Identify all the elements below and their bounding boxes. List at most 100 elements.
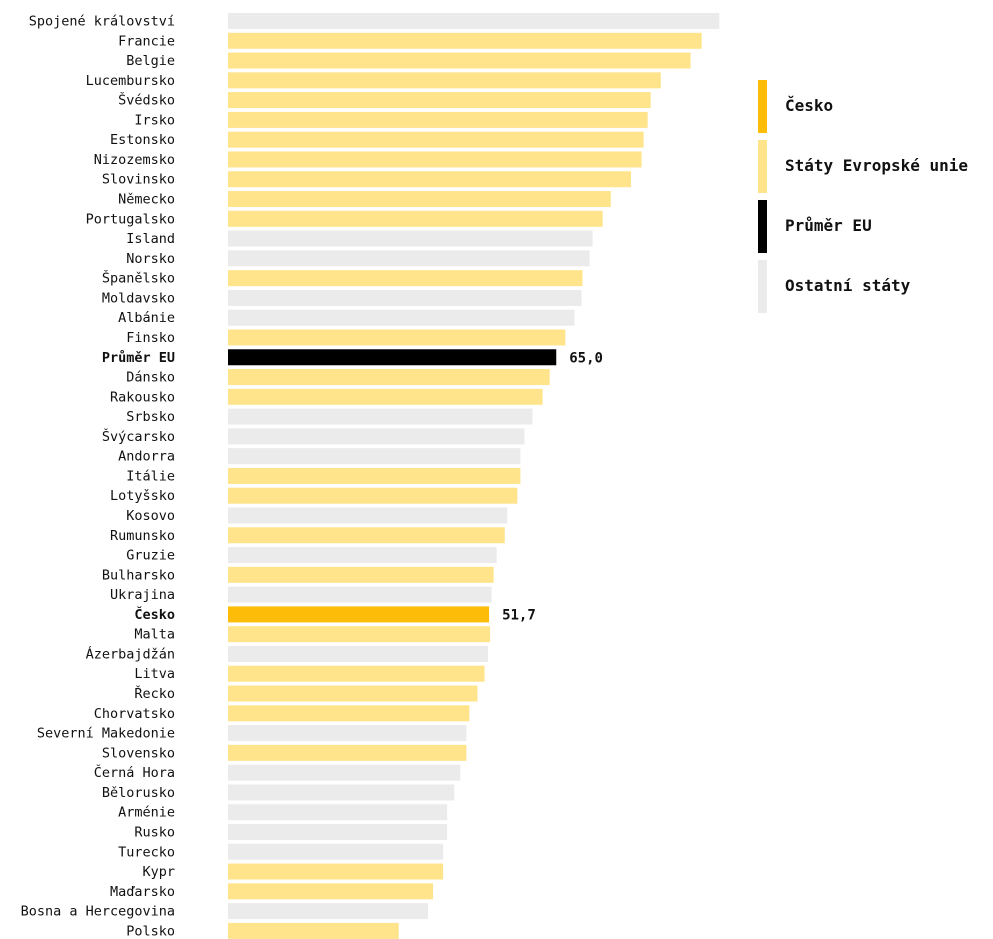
category-label-spanelsko: Španělsko bbox=[102, 269, 175, 287]
category-label-litva: Litva bbox=[134, 666, 175, 682]
bar-nizozemsko bbox=[228, 151, 642, 168]
category-label-cerna-hora: Černá Hora bbox=[94, 763, 175, 781]
bar-albanie bbox=[228, 309, 575, 326]
bar-polsko bbox=[228, 922, 399, 939]
legend-item-eu: Státy Evropské unie bbox=[758, 140, 988, 193]
legend-label-cesko: Česko bbox=[785, 96, 834, 115]
bar-slovensko bbox=[228, 744, 467, 761]
category-labels: Spojené království Francie Belgie Lucemburs… bbox=[21, 14, 175, 939]
category-label-rakousko: Rakousko bbox=[110, 389, 175, 405]
category-label-slovensko: Slovensko bbox=[102, 745, 175, 761]
bar-island bbox=[228, 230, 593, 247]
category-label-francie: Francie bbox=[118, 33, 175, 49]
bar-madarsko bbox=[228, 883, 434, 900]
category-label-irsko: Irsko bbox=[134, 112, 175, 128]
category-label-andorra: Andorra bbox=[118, 449, 175, 465]
legend-swatch-eu bbox=[758, 140, 767, 193]
bar-francie bbox=[228, 32, 702, 49]
legend-label-eu-average: Průměr EU bbox=[785, 216, 872, 235]
bar-cerna-hora bbox=[228, 764, 461, 781]
bar-norsko bbox=[228, 250, 590, 267]
category-label-prumer-eu: Průměr EU bbox=[102, 349, 175, 366]
category-label-kypr: Kypr bbox=[142, 864, 175, 880]
bar-azerbajdzan bbox=[228, 645, 489, 662]
legend-item-cesko: Česko bbox=[758, 80, 988, 133]
bar-irsko bbox=[228, 111, 648, 128]
value-labels: 65,0 51,7 bbox=[502, 350, 603, 623]
bars bbox=[228, 13, 720, 939]
category-label-rumunsko: Rumunsko bbox=[110, 528, 175, 544]
category-label-portugalsko: Portugalsko bbox=[86, 211, 175, 227]
category-label-chorvatsko: Chorvatsko bbox=[94, 706, 175, 722]
category-label-lucembursko: Lucembursko bbox=[86, 73, 175, 89]
legend-item-other: Ostatní státy bbox=[758, 260, 988, 313]
bar-kypr bbox=[228, 863, 444, 880]
bar-prumer-eu bbox=[228, 349, 557, 366]
category-label-ukrajina: Ukrajina bbox=[110, 587, 175, 603]
bar-rakousko bbox=[228, 388, 543, 405]
category-label-gruzie: Gruzie bbox=[126, 548, 175, 564]
category-label-spojene-kralovstvi: Spojené království bbox=[29, 14, 175, 30]
bar-severni-makedonie bbox=[228, 725, 467, 742]
category-label-slovinsko: Slovinsko bbox=[102, 172, 175, 188]
bar-finsko bbox=[228, 329, 566, 346]
bar-kosovo bbox=[228, 507, 508, 524]
value-label-prumer-eu: 65,0 bbox=[569, 350, 603, 366]
bar-moldavsko bbox=[228, 289, 582, 306]
bar-armenie bbox=[228, 804, 448, 821]
bar-svycarsko bbox=[228, 428, 525, 445]
category-label-nizozemsko: Nizozemsko bbox=[94, 152, 175, 168]
value-label-cesko: 51,7 bbox=[502, 607, 536, 623]
bar-estonsko bbox=[228, 131, 644, 148]
category-label-bosna-a-hercegovina: Bosna a Hercegovina bbox=[21, 904, 175, 920]
category-label-albanie: Albánie bbox=[118, 310, 175, 326]
legend-label-eu: Státy Evropské unie bbox=[785, 156, 969, 175]
bar-belgie bbox=[228, 52, 691, 69]
category-label-turecko: Turecko bbox=[118, 844, 175, 860]
legend-swatch-cesko bbox=[758, 80, 767, 133]
category-label-madarsko: Maďarsko bbox=[110, 884, 175, 900]
bar-spanelsko bbox=[228, 270, 583, 287]
category-label-recko: Řecko bbox=[134, 685, 175, 702]
category-label-norsko: Norsko bbox=[126, 251, 175, 267]
category-label-kosovo: Kosovo bbox=[126, 508, 175, 524]
bar-bulharsko bbox=[228, 566, 494, 583]
bar-litva bbox=[228, 665, 485, 682]
bar-ukrajina bbox=[228, 586, 492, 603]
category-label-italie: Itálie bbox=[126, 468, 175, 484]
category-label-finsko: Finsko bbox=[126, 330, 175, 346]
bar-srbsko bbox=[228, 408, 533, 425]
category-label-azerbajdzan: Ázerbajdžán bbox=[86, 645, 175, 662]
category-label-island: Island bbox=[126, 231, 175, 247]
bar-recko bbox=[228, 685, 478, 702]
legend: Česko Státy Evropské unie Průměr EU Osta… bbox=[758, 80, 988, 320]
category-label-armenie: Arménie bbox=[118, 805, 175, 821]
bar-bosna-a-hercegovina bbox=[228, 903, 428, 920]
bar-spojene-kralovstvi bbox=[228, 13, 720, 29]
bar-svedsko bbox=[228, 92, 651, 109]
bar-turecko bbox=[228, 843, 444, 860]
legend-item-eu-average: Průměr EU bbox=[758, 200, 988, 253]
bar-rumunsko bbox=[228, 527, 505, 544]
legend-label-other: Ostatní státy bbox=[785, 276, 911, 295]
bar-slovinsko bbox=[228, 171, 631, 188]
legend-swatch-other bbox=[758, 260, 767, 313]
category-label-svedsko: Švédsko bbox=[118, 91, 175, 109]
category-label-moldavsko: Moldavsko bbox=[102, 290, 175, 306]
category-label-severni-makedonie: Severní Makedonie bbox=[37, 726, 175, 742]
category-label-bulharsko: Bulharsko bbox=[102, 567, 175, 583]
category-label-srbsko: Srbsko bbox=[126, 409, 175, 425]
bar-belorusko bbox=[228, 784, 455, 801]
bar-malta bbox=[228, 626, 491, 643]
bar-dansko bbox=[228, 369, 550, 386]
category-label-rusko: Rusko bbox=[134, 824, 175, 840]
category-label-estonsko: Estonsko bbox=[110, 132, 175, 148]
category-label-nemecko: Německo bbox=[118, 192, 175, 208]
bar-nemecko bbox=[228, 191, 611, 208]
bar-gruzie bbox=[228, 547, 497, 564]
bar-cesko bbox=[228, 606, 490, 623]
bar-rusko bbox=[228, 823, 448, 840]
bar-italie bbox=[228, 467, 521, 484]
category-label-dansko: Dánsko bbox=[126, 370, 175, 386]
